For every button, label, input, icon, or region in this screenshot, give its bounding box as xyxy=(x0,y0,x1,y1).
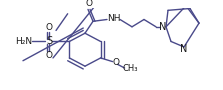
Text: CH₃: CH₃ xyxy=(123,64,138,73)
Text: O: O xyxy=(46,51,53,60)
Text: O: O xyxy=(46,23,53,32)
Text: N: N xyxy=(180,44,188,54)
Text: H₂N: H₂N xyxy=(15,37,32,46)
Text: S: S xyxy=(46,36,52,46)
Text: NH: NH xyxy=(107,14,121,23)
Text: O: O xyxy=(112,58,119,67)
Text: O: O xyxy=(85,0,93,8)
Text: N: N xyxy=(159,22,167,32)
